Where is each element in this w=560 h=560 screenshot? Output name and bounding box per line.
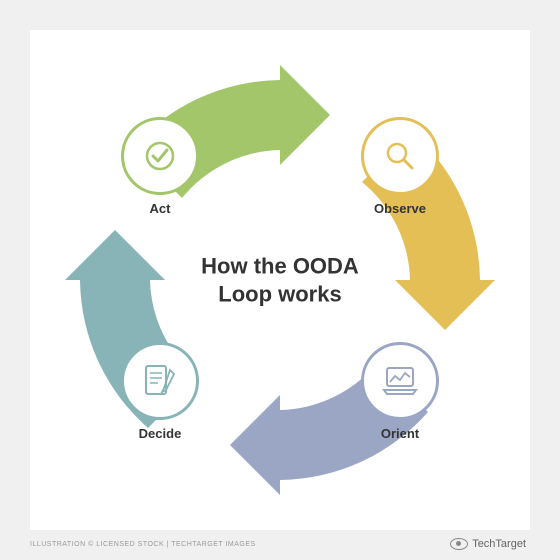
node-observe-circle xyxy=(361,117,439,195)
node-decide: Decide xyxy=(112,342,208,438)
title-line-2: Loop works xyxy=(218,281,341,306)
brand-name: TechTarget xyxy=(472,538,526,550)
magnifier-icon xyxy=(382,138,418,174)
node-observe: Observe xyxy=(352,117,448,213)
document-pen-icon xyxy=(140,362,180,400)
node-act-circle xyxy=(121,117,199,195)
copyright-text: ILLUSTRATION © LICENSED STOCK | TECHTARG… xyxy=(30,541,256,548)
diagram-title: How the OODA Loop works xyxy=(180,253,380,308)
node-orient: Orient xyxy=(352,342,448,438)
laptop-chart-icon xyxy=(380,364,420,398)
title-line-1: How the OODA xyxy=(201,254,359,279)
checkmark-circle-icon xyxy=(141,137,179,175)
diagram-canvas: How the OODA Loop works Observe Orient xyxy=(30,30,530,530)
node-decide-circle xyxy=(121,342,199,420)
brand-logo: TechTarget xyxy=(450,538,526,550)
node-orient-label: Orient xyxy=(352,426,448,441)
node-act-label: Act xyxy=(112,201,208,216)
node-orient-circle xyxy=(361,342,439,420)
node-observe-label: Observe xyxy=(352,201,448,216)
node-act: Act xyxy=(112,117,208,213)
node-decide-label: Decide xyxy=(112,426,208,441)
eye-icon xyxy=(450,538,468,550)
